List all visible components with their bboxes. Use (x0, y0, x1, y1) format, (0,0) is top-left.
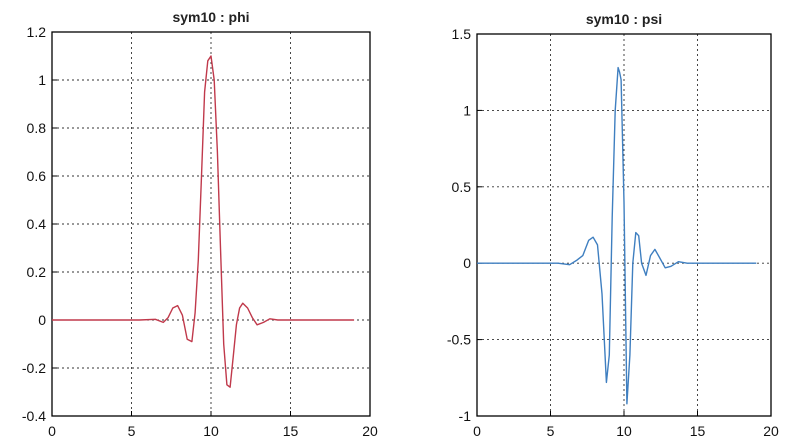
x-tick-label: 5 (547, 423, 555, 439)
y-tick-label: -0.4 (22, 408, 46, 424)
chart-panel-1: 0 5 10 15 20 -0.4 -0.2 0 0.2 0.4 0.6 0.8 1 1.2 sym10 :… (22, 9, 378, 439)
x-tick-label: 10 (616, 423, 632, 439)
x-tick-label: 15 (690, 423, 706, 439)
chart-title: sym10 : phi (172, 9, 249, 25)
x-tick-label: 0 (48, 423, 56, 439)
y-tick-label: 0.4 (27, 216, 47, 232)
y-tick-label: 0.5 (452, 179, 472, 195)
y-tick-label: 1.2 (27, 24, 47, 40)
x-tick-label: 20 (763, 423, 779, 439)
series-line (477, 66, 757, 405)
y-tick-label: 0.6 (27, 168, 47, 184)
series-line (52, 55, 355, 388)
x-tick-label: 10 (203, 423, 219, 439)
x-tick-label: 20 (362, 423, 378, 439)
y-tick-label: -0.5 (447, 332, 471, 348)
y-tick-label: 1 (38, 72, 46, 88)
y-tick-label: 1.5 (452, 26, 472, 42)
x-tick-label: 0 (473, 423, 481, 439)
y-tick-label: -0.2 (22, 360, 46, 376)
chart-title: sym10 : psi (586, 11, 662, 27)
y-tick-label: 0 (38, 312, 46, 328)
y-tick-label: 0.2 (27, 264, 47, 280)
x-tick-label: 5 (128, 423, 136, 439)
y-tick-label: 0 (463, 255, 471, 271)
y-tick-label: 1 (463, 102, 471, 118)
y-tick-label: -1 (459, 408, 472, 424)
chart-panel-2: 0 5 10 15 20 -1 -0.5 0 0.5 1 1.5 sym10 : psi (447, 11, 779, 439)
y-tick-label: 0.8 (27, 120, 47, 136)
x-tick-label: 15 (283, 423, 299, 439)
